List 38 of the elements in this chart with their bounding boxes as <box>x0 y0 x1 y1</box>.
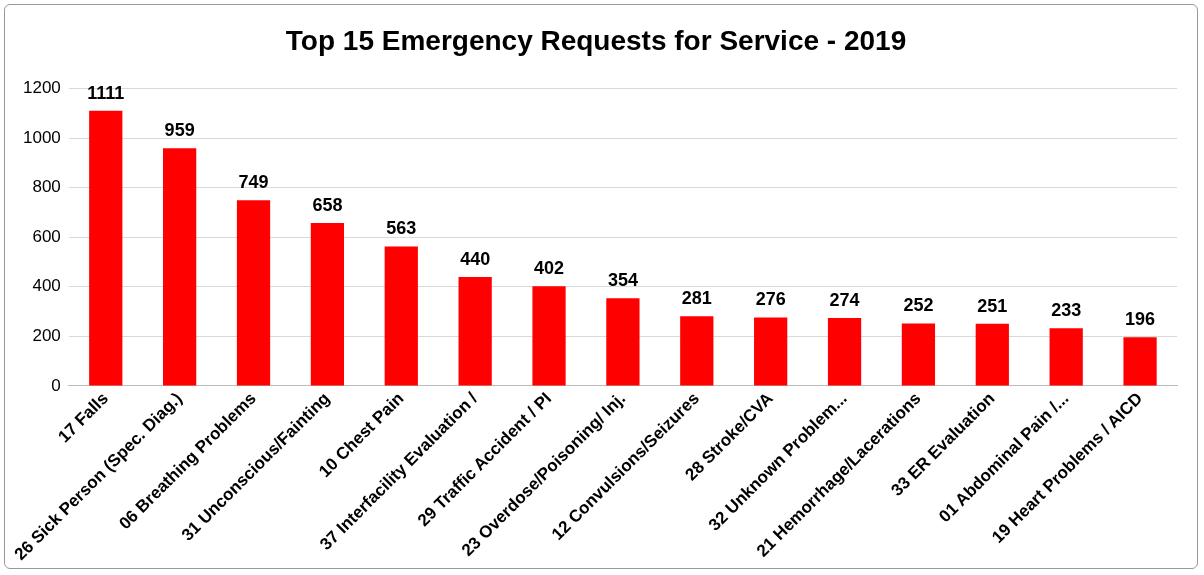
bar <box>89 110 123 386</box>
y-tick-label: 400 <box>32 276 61 296</box>
data-label: 196 <box>1125 309 1156 330</box>
data-label: 1111 <box>87 82 125 103</box>
y-tick-label: 800 <box>32 177 61 197</box>
bar <box>310 222 345 386</box>
data-label: 276 <box>755 289 786 310</box>
bar <box>1049 328 1083 386</box>
bar <box>754 317 788 386</box>
data-label: 251 <box>977 295 1008 316</box>
y-tick-label: 200 <box>32 326 61 346</box>
data-label: 354 <box>607 270 638 291</box>
y-tick-label: 1200 <box>22 78 61 98</box>
data-label: 281 <box>681 288 712 309</box>
bar <box>606 298 640 386</box>
data-label: 749 <box>238 172 269 193</box>
bar <box>901 323 936 386</box>
bar <box>827 318 862 386</box>
y-tick-label: 600 <box>32 226 61 246</box>
bar <box>975 323 1009 386</box>
y-tick-label: 0 <box>51 375 61 395</box>
bar <box>532 286 566 386</box>
bar <box>163 148 197 386</box>
bar <box>236 200 271 386</box>
data-label: 563 <box>386 218 417 239</box>
data-label: 959 <box>164 120 195 141</box>
data-label: 233 <box>1051 300 1082 321</box>
data-label: 402 <box>534 258 565 279</box>
data-label: 440 <box>460 248 491 269</box>
y-tick-label: 1000 <box>22 127 61 147</box>
bar <box>384 246 418 386</box>
chart-title: Top 15 Emergency Requests for Service - 2019 <box>285 24 907 56</box>
bar <box>680 316 714 386</box>
data-label: 252 <box>903 295 934 316</box>
data-label: 274 <box>829 289 860 310</box>
data-label: 658 <box>312 194 343 215</box>
bar <box>458 276 492 386</box>
bar <box>1123 337 1157 386</box>
